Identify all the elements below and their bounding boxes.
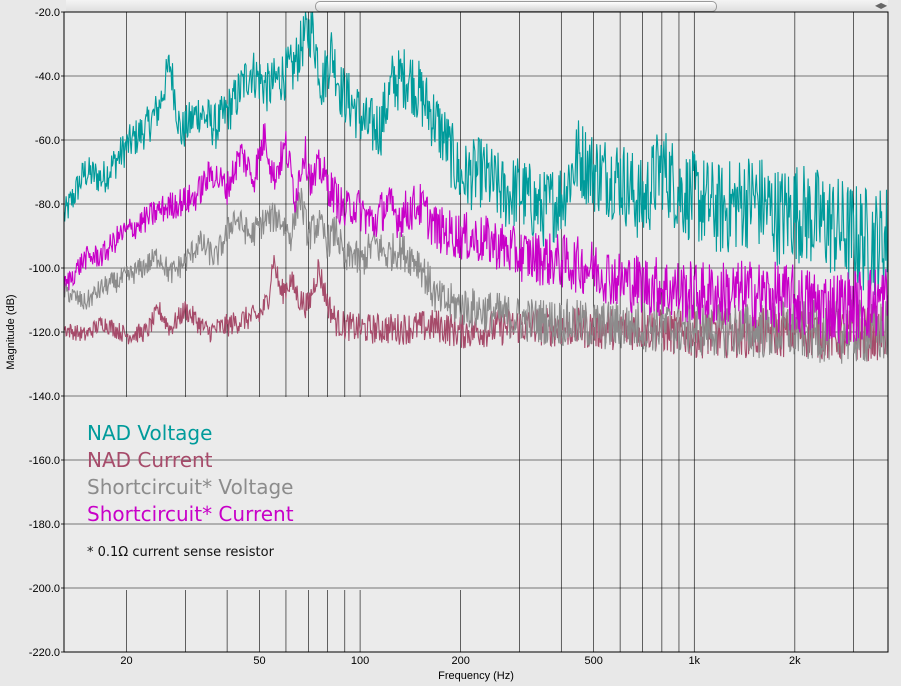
legend-entry: NAD Voltage (87, 421, 212, 445)
series-line (63, 187, 889, 364)
y-axis-label: Magnitude (dB) (5, 294, 17, 369)
series-layer (63, 11, 889, 364)
legend-box (66, 397, 467, 640)
y-tick-label: -160.0 (29, 455, 60, 467)
scroll-right-glyph-icon: ▶ (881, 1, 888, 10)
x-axis-label: Frequency (Hz) (438, 670, 514, 682)
y-axis-ticks: -20.0 -40.0 -60.0 -80.0 -100.0 -120.0 -140.0 -1… (29, 7, 64, 659)
legend-footnote: * 0.1Ω current sense resistor (87, 545, 275, 560)
x-tick-label: 200 (452, 655, 470, 667)
y-tick-label: -220.0 (29, 647, 60, 659)
y-tick-label: -100.0 (29, 263, 60, 275)
y-tick-label: -60.0 (35, 135, 60, 147)
series-line (63, 11, 889, 296)
legend: NAD Voltage NAD Current Shortcircuit* Volt… (87, 421, 294, 526)
x-tick-label: 20 (120, 655, 132, 667)
scroll-right-arrow-icon[interactable]: ◀ ▶ (874, 0, 888, 12)
x-tick-label: 2k (789, 655, 801, 667)
y-tick-label: -20.0 (35, 7, 60, 19)
x-tick-label: 50 (253, 655, 265, 667)
series-line (63, 123, 889, 345)
scroll-left-glyph-icon: ◀ (875, 1, 882, 10)
y-tick-label: -200.0 (29, 583, 60, 595)
legend-grid-lines (66, 459, 467, 640)
legend-entry: Shortcircuit* Voltage (87, 475, 293, 499)
x-axis-ticks: 20 50 100 200 500 1k 2k (120, 655, 801, 667)
y-tick-label: -120.0 (29, 327, 60, 339)
y-tick-label: -40.0 (35, 71, 60, 83)
x-tick-label: 100 (351, 655, 369, 667)
y-tick-label: -180.0 (29, 519, 60, 531)
legend-entry: Shortcircuit* Current (87, 502, 294, 526)
y-tick-label: -80.0 (35, 199, 60, 211)
y-tick-label: -140.0 (29, 391, 60, 403)
x-tick-label: 1k (688, 655, 700, 667)
x-tick-label: 500 (584, 655, 602, 667)
legend-entry: NAD Current (87, 448, 213, 472)
